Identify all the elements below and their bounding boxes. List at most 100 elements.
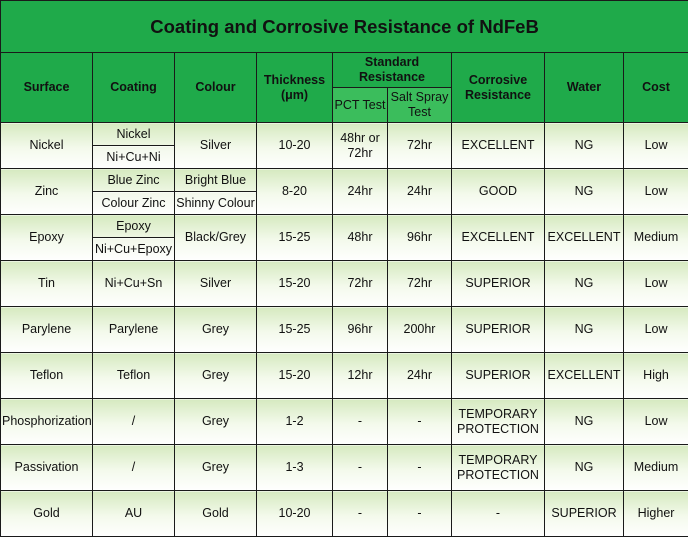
cell-coating: AU <box>92 490 175 537</box>
cell-cost: Low <box>622 168 688 215</box>
cell-coating: Colour Zinc <box>92 191 175 215</box>
cell-thickness: 10-20 <box>256 122 333 169</box>
cell-coating: Ni+Cu+Ni <box>92 145 175 169</box>
cell-surface: Epoxy <box>0 214 93 261</box>
cell-water: NG <box>544 306 624 353</box>
cell-thickness: 1-2 <box>256 398 333 445</box>
table-row: Tin Ni+Cu+Sn Silver 15-20 72hr 72hr SUPERIOR NG… <box>0 260 688 307</box>
cell-surface: Passivation <box>0 444 93 491</box>
cell-colour: Silver <box>174 260 257 307</box>
header-water: Water <box>544 52 624 123</box>
header-coating: Coating <box>92 52 175 123</box>
cell-colour: Bright Blue <box>174 168 257 192</box>
cell-water: NG <box>544 168 624 215</box>
cell-corrosive-resistance: GOOD <box>451 168 545 215</box>
cell-thickness: 8-20 <box>256 168 333 215</box>
cell-thickness: 15-25 <box>256 214 333 261</box>
header-corrosive-resistance: Corrosive Resistance <box>451 52 545 123</box>
cell-cost: Low <box>622 398 688 445</box>
cell-colour: Grey <box>174 398 257 445</box>
cell-surface: Parylene <box>0 306 93 353</box>
cell-coating: Teflon <box>92 352 175 399</box>
cell-thickness: 15-20 <box>256 352 333 399</box>
cell-water: SUPERIOR <box>544 490 624 537</box>
cell-colour: Silver <box>174 122 257 169</box>
cell-coating: / <box>92 398 175 445</box>
cell-thickness: 10-20 <box>256 490 333 537</box>
cell-coating: Ni+Cu+Epoxy <box>92 237 175 261</box>
cell-pct-test: 24hr <box>332 168 388 215</box>
table-subrow: Colour Zinc Shinny Colour <box>1 191 688 215</box>
cell-pct-test: 48hr or 72hr <box>332 122 388 169</box>
cell-water: NG <box>544 260 624 307</box>
cell-salt-spray-test: 96hr <box>387 214 452 261</box>
cell-thickness: 15-20 <box>256 260 333 307</box>
cell-coating: Epoxy <box>92 214 175 238</box>
cell-pct-test: - <box>332 490 388 537</box>
cell-surface: Tin <box>0 260 93 307</box>
cell-corrosive-resistance: SUPERIOR <box>451 306 545 353</box>
cell-colour: Gold <box>174 490 257 537</box>
cell-salt-spray-test: 24hr <box>387 352 452 399</box>
header-standard-resistance: Standard Resistance <box>332 52 452 88</box>
cell-coating: Nickel <box>92 122 175 146</box>
cell-cost: Low <box>622 122 688 169</box>
cell-salt-spray-test: 72hr <box>387 260 452 307</box>
cell-pct-test: 72hr <box>332 260 388 307</box>
cell-salt-spray-test: 200hr <box>387 306 452 353</box>
cell-corrosive-resistance: EXCELLENT <box>451 122 545 169</box>
cell-pct-test: 48hr <box>332 214 388 261</box>
subheader-row: PCT Test Salt Spray Test <box>1 87 688 123</box>
header-pct-test: PCT Test <box>332 87 388 123</box>
cell-salt-spray-test: - <box>387 490 452 537</box>
cell-salt-spray-test: - <box>387 444 452 491</box>
header-row: Surface Coating Colour Thickness (μm) St… <box>0 52 688 123</box>
cell-coating: Parylene <box>92 306 175 353</box>
cell-thickness: 15-25 <box>256 306 333 353</box>
cell-corrosive-resistance: SUPERIOR <box>451 352 545 399</box>
table-title: Coating and Corrosive Resistance of NdFe… <box>0 0 688 53</box>
cell-coating: Ni+Cu+Sn <box>92 260 175 307</box>
cell-water: NG <box>544 398 624 445</box>
cell-corrosive-resistance: TEMPORARY PROTECTION <box>451 398 545 445</box>
cell-salt-spray-test: - <box>387 398 452 445</box>
cell-corrosive-resistance: - <box>451 490 545 537</box>
cell-surface: Nickel <box>0 122 93 169</box>
table-subrow: Ni+Cu+Epoxy <box>1 237 688 261</box>
cell-pct-test: - <box>332 398 388 445</box>
table-row: Gold AU Gold 10-20- - - SUPERIOR Higher <box>0 490 688 537</box>
header-cost: Cost <box>622 52 688 123</box>
table-subrow: Ni+Cu+Ni <box>1 145 688 169</box>
cell-colour: Grey <box>174 444 257 491</box>
cell-surface: Phosphorization <box>0 398 93 445</box>
cell-salt-spray-test: 24hr <box>387 168 452 215</box>
header-thickness: Thickness (μm) <box>256 52 333 123</box>
table-row: Zinc Blue Zinc Bright Blue 8-20 24hr 24hr GOOD… <box>0 168 688 215</box>
table-row: Nickel Nickel Silver 10-20 48hr or 72hr 72hr E… <box>0 122 688 169</box>
cell-pct-test: 96hr <box>332 306 388 353</box>
cell-pct-test: - <box>332 444 388 491</box>
cell-salt-spray-test: 72hr <box>387 122 452 169</box>
table-row: Teflon Teflon Grey 15-20 12hr 24hr SUPERIOR EXC… <box>0 352 688 399</box>
cell-corrosive-resistance: EXCELLENT <box>451 214 545 261</box>
cell-cost: Low <box>622 260 688 307</box>
cell-coating: Blue Zinc <box>92 168 175 192</box>
cell-corrosive-resistance: SUPERIOR <box>451 260 545 307</box>
header-colour: Colour <box>174 52 257 123</box>
cell-surface: Gold <box>0 490 93 537</box>
table-row: Epoxy Epoxy Black/Grey 15-25 48hr 96hr EXCELLE… <box>0 214 688 261</box>
table-row: Passivation / Grey 1-3- - TEMPORARY PROTECTIO… <box>0 444 688 491</box>
cell-colour: Black/Grey <box>174 214 257 261</box>
cell-cost: Low <box>622 306 688 353</box>
table-row: Phosphorization / Grey 1-2- - TEMPORARY PROTE… <box>0 398 688 445</box>
cell-water: EXCELLENT <box>544 214 624 261</box>
header-salt-spray-test: Salt Spray Test <box>387 87 452 123</box>
cell-water: EXCELLENT <box>544 352 624 399</box>
cell-cost: Higher <box>622 490 688 537</box>
cell-surface: Teflon <box>0 352 93 399</box>
cell-pct-test: 12hr <box>332 352 388 399</box>
header-surface: Surface <box>0 52 93 123</box>
cell-colour: Grey <box>174 352 257 399</box>
